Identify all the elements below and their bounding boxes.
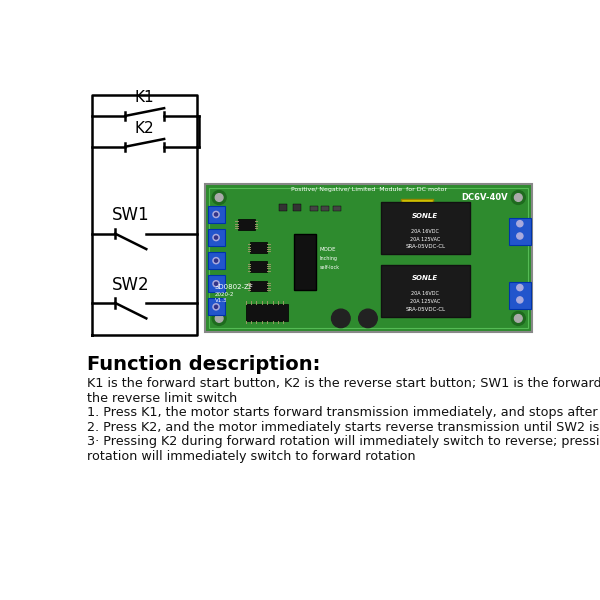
Text: SRA-05VDC-CL: SRA-05VDC-CL bbox=[405, 307, 445, 311]
Text: Inching: Inching bbox=[320, 256, 338, 261]
Circle shape bbox=[332, 309, 350, 328]
Bar bbox=[250, 262, 267, 272]
Text: 2. Press K2, and the motor immediately starts reverse transmission until SW2 is : 2. Press K2, and the motor immediately s… bbox=[86, 421, 600, 434]
Circle shape bbox=[213, 235, 219, 241]
Bar bbox=[295, 235, 316, 290]
Text: SW2: SW2 bbox=[112, 276, 149, 294]
Circle shape bbox=[514, 194, 522, 202]
Bar bbox=[209, 187, 529, 328]
Circle shape bbox=[511, 191, 525, 205]
Circle shape bbox=[215, 314, 223, 322]
Text: the reverse limit switch: the reverse limit switch bbox=[86, 392, 237, 404]
Text: K1: K1 bbox=[135, 90, 155, 105]
Text: 20A 16VDC: 20A 16VDC bbox=[412, 291, 439, 296]
Bar bbox=[381, 265, 470, 317]
Text: SD0802-ZF: SD0802-ZF bbox=[215, 284, 253, 290]
Circle shape bbox=[517, 297, 523, 303]
Text: Positive/ Negative/ Limited  Module  for DC motor: Positive/ Negative/ Limited Module for D… bbox=[291, 187, 447, 192]
Circle shape bbox=[511, 311, 525, 325]
Circle shape bbox=[213, 281, 219, 287]
Circle shape bbox=[212, 191, 226, 205]
Circle shape bbox=[213, 304, 219, 310]
Bar bbox=[333, 206, 341, 211]
Text: 2020-2: 2020-2 bbox=[215, 292, 234, 297]
Text: MODE: MODE bbox=[320, 247, 337, 251]
Bar bbox=[245, 304, 288, 321]
Bar bbox=[279, 205, 287, 211]
Text: 20A 125VAC: 20A 125VAC bbox=[410, 236, 440, 242]
Bar bbox=[208, 229, 224, 246]
Bar bbox=[250, 281, 267, 292]
Bar bbox=[401, 199, 433, 224]
Circle shape bbox=[215, 194, 223, 202]
Bar bbox=[208, 275, 224, 292]
Text: V1.3: V1.3 bbox=[215, 298, 227, 303]
Text: DC6V-40V: DC6V-40V bbox=[461, 193, 508, 202]
Bar bbox=[250, 242, 267, 253]
Circle shape bbox=[517, 221, 523, 227]
Circle shape bbox=[517, 233, 523, 239]
Bar bbox=[381, 202, 470, 254]
Text: 1. Press K1, the motor starts forward transmission immediately, and stops after : 1. Press K1, the motor starts forward tr… bbox=[86, 406, 600, 419]
Circle shape bbox=[215, 305, 218, 308]
Text: SONLE: SONLE bbox=[412, 213, 439, 219]
Circle shape bbox=[215, 259, 218, 262]
Text: SONLE: SONLE bbox=[412, 275, 439, 281]
Circle shape bbox=[215, 236, 218, 239]
Circle shape bbox=[517, 284, 523, 290]
Text: K2: K2 bbox=[135, 121, 155, 136]
Circle shape bbox=[359, 309, 377, 328]
Bar bbox=[310, 206, 317, 211]
Bar bbox=[293, 205, 301, 211]
Text: rotation will immediately switch to forward rotation: rotation will immediately switch to forw… bbox=[86, 450, 415, 463]
Circle shape bbox=[213, 257, 219, 264]
Circle shape bbox=[215, 282, 218, 285]
Circle shape bbox=[212, 311, 226, 325]
Text: Function description:: Function description: bbox=[86, 355, 320, 374]
Bar bbox=[208, 206, 224, 223]
Text: 20A 125VAC: 20A 125VAC bbox=[410, 299, 440, 304]
Bar bbox=[205, 184, 532, 332]
Circle shape bbox=[215, 213, 218, 216]
Circle shape bbox=[213, 211, 219, 218]
Text: 3· Pressing K2 during forward rotation will immediately switch to reverse; press: 3· Pressing K2 during forward rotation w… bbox=[86, 436, 600, 448]
Text: 20A 16VDC: 20A 16VDC bbox=[412, 229, 439, 234]
Bar bbox=[208, 252, 224, 269]
Bar bbox=[509, 282, 531, 309]
Text: self-lock: self-lock bbox=[320, 265, 340, 270]
Text: SW1: SW1 bbox=[112, 206, 149, 224]
Text: SRA-05VDC-CL: SRA-05VDC-CL bbox=[405, 244, 445, 249]
Bar bbox=[238, 219, 255, 230]
Bar bbox=[208, 298, 224, 316]
Text: K1 is the forward start button, K2 is the reverse start button; SW1 is the forwa: K1 is the forward start button, K2 is th… bbox=[86, 377, 600, 390]
Bar bbox=[509, 218, 531, 245]
Bar bbox=[322, 206, 329, 211]
Circle shape bbox=[514, 314, 522, 322]
